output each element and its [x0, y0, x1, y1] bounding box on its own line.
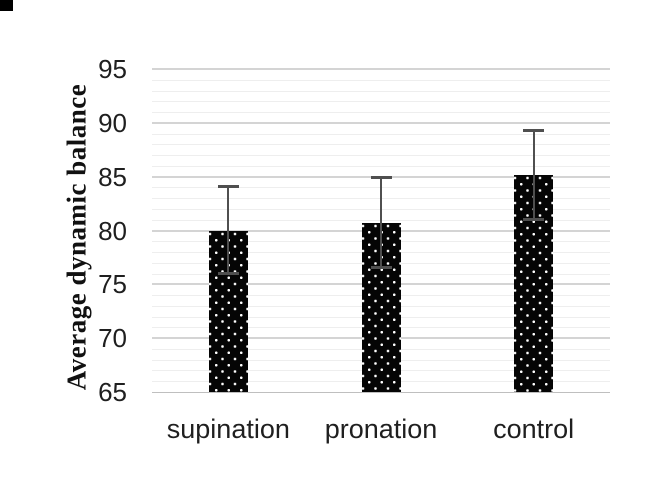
error-bar-cap-top-supination	[217, 184, 239, 188]
x-category-label-control: control	[493, 414, 575, 444]
corner-square-mark	[0, 0, 13, 11]
bar-supination	[208, 230, 248, 392]
minor-gridline	[152, 133, 610, 135]
error-bar-cap-bottom-supination	[217, 272, 239, 276]
x-category-label-supination: supination	[166, 414, 290, 444]
minor-gridline	[152, 101, 610, 103]
y-tick-label: 80	[98, 215, 127, 246]
error-bar-cap-top-pronation	[370, 176, 392, 180]
major-gridline	[152, 121, 610, 124]
y-tick-label: 75	[98, 269, 127, 300]
y-tick-label: 90	[98, 107, 127, 138]
error-bar-line-supination	[227, 186, 230, 274]
error-bar-cap-bottom-pronation	[370, 265, 392, 269]
minor-gridline	[152, 165, 610, 167]
error-bar-cap-bottom-control	[523, 218, 545, 222]
minor-gridline	[152, 144, 610, 146]
error-bar-line-pronation	[380, 177, 382, 268]
y-tick-label: 65	[98, 377, 127, 407]
minor-gridline	[152, 90, 610, 92]
error-bar-cap-top-control	[523, 128, 545, 132]
minor-gridline	[152, 79, 610, 81]
x-axis-line	[152, 392, 610, 393]
y-tick-label: 85	[98, 161, 127, 192]
error-bar-line-control	[532, 130, 535, 220]
plot-area	[152, 68, 610, 393]
major-gridline	[152, 68, 610, 70]
y-tick-label: 70	[98, 323, 127, 354]
minor-gridline	[152, 112, 610, 114]
y-tick-label: 95	[98, 54, 127, 84]
minor-gridline	[152, 155, 610, 157]
x-category-label-pronation: pronation	[324, 414, 438, 444]
